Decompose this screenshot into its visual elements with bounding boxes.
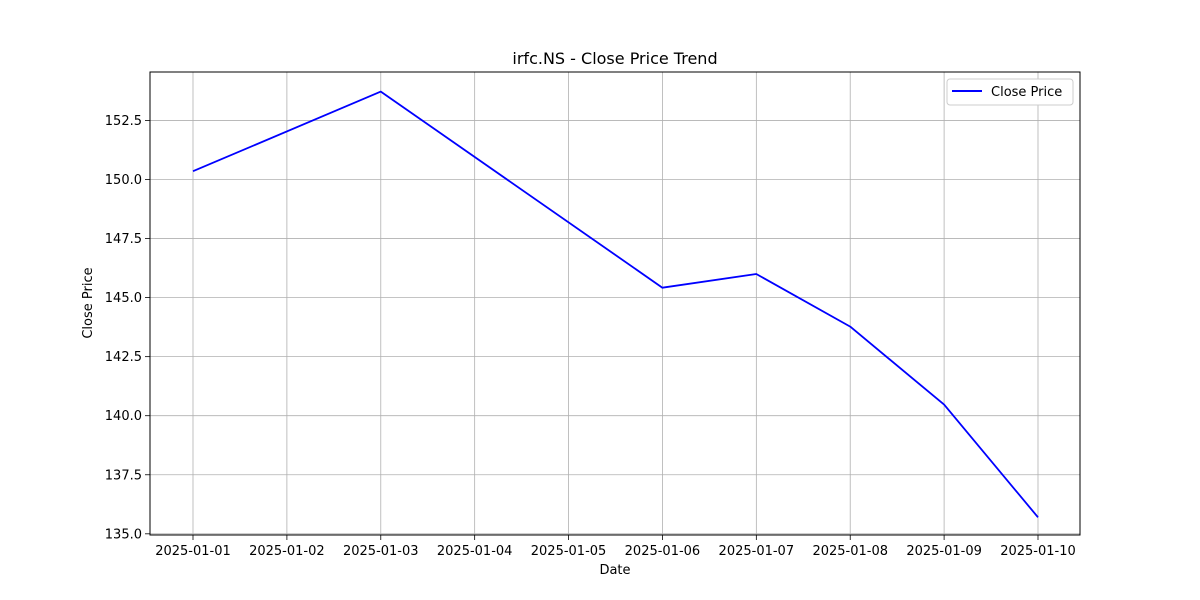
legend-label: Close Price	[991, 85, 1062, 100]
x-tick-label: 2025-01-01	[155, 544, 231, 559]
x-tick-label: 2025-01-04	[437, 544, 513, 559]
y-tick-label: 152.5	[105, 114, 142, 129]
y-tick-label: 135.0	[105, 527, 142, 542]
x-tick-label: 2025-01-08	[812, 544, 888, 559]
y-axis-ticks: 135.0 137.5 140.0 142.5 145.0 147.5 150.0 152.5	[105, 114, 150, 542]
x-tick-label: 2025-01-07	[719, 544, 795, 559]
series-lines	[192, 90, 1039, 518]
y-axis-title: Close Price	[81, 267, 96, 338]
x-tick-label: 2025-01-09	[906, 544, 982, 559]
y-tick-label: 150.0	[105, 173, 142, 188]
y-tick-label: 147.5	[105, 232, 142, 247]
y-tick-label: 142.5	[105, 350, 142, 365]
x-tick-label: 2025-01-05	[531, 544, 607, 559]
chart-title: irfc.NS - Close Price Trend	[512, 49, 717, 68]
x-tick-label: 2025-01-03	[343, 544, 419, 559]
y-tick-label: 137.5	[105, 468, 142, 483]
x-tick-label: 2025-01-06	[625, 544, 701, 559]
y-tick-label: 140.0	[105, 409, 142, 424]
legend-box	[946, 78, 1074, 106]
series-line-close-price	[192, 90, 1039, 518]
x-tick-label: 2025-01-02	[249, 544, 325, 559]
legend: Close Price	[946, 78, 1074, 106]
grid	[150, 72, 1080, 535]
y-tick-label: 145.0	[105, 291, 142, 306]
x-tick-label: 2025-01-10	[1000, 544, 1076, 559]
x-axis-ticks: 2025-01-01 2025-01-02 2025-01-03 2025-01-04…	[155, 535, 1076, 559]
plot-frame	[149, 71, 1081, 536]
x-axis-title: Date	[599, 563, 630, 578]
